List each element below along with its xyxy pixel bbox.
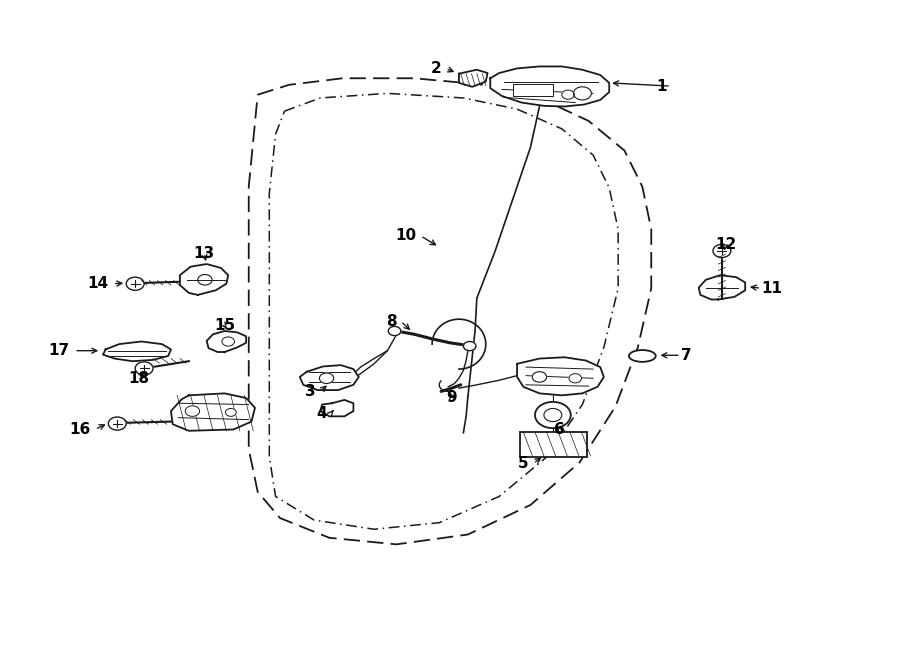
Circle shape [126, 277, 144, 291]
Polygon shape [320, 400, 354, 416]
Text: 9: 9 [446, 391, 457, 405]
Bar [520, 432, 587, 457]
Text: 16: 16 [69, 422, 90, 437]
Text: 4: 4 [316, 406, 327, 420]
Circle shape [573, 87, 591, 100]
Polygon shape [459, 70, 488, 87]
Circle shape [108, 417, 126, 430]
Circle shape [198, 275, 212, 285]
Circle shape [562, 90, 574, 99]
Text: 12: 12 [715, 237, 736, 252]
Circle shape [569, 373, 581, 383]
Text: 15: 15 [214, 318, 235, 333]
Circle shape [185, 406, 200, 416]
Text: 8: 8 [386, 314, 396, 328]
Polygon shape [171, 393, 255, 431]
Text: 2: 2 [430, 61, 441, 76]
Circle shape [713, 244, 731, 258]
Text: 11: 11 [761, 281, 782, 296]
Polygon shape [698, 275, 745, 299]
Circle shape [320, 373, 334, 383]
Polygon shape [103, 342, 171, 361]
Text: 10: 10 [395, 228, 416, 244]
Text: 5: 5 [518, 456, 528, 471]
Circle shape [388, 326, 400, 336]
Circle shape [464, 342, 476, 351]
Text: 6: 6 [554, 422, 564, 437]
Text: 1: 1 [656, 79, 667, 93]
Text: 7: 7 [680, 348, 691, 363]
Circle shape [135, 362, 153, 375]
Polygon shape [300, 365, 359, 390]
Circle shape [535, 402, 571, 428]
Polygon shape [180, 264, 229, 295]
Text: 3: 3 [305, 384, 316, 399]
Text: 18: 18 [128, 371, 149, 386]
Polygon shape [207, 331, 246, 352]
Ellipse shape [629, 350, 656, 362]
Text: 14: 14 [87, 276, 108, 291]
Text: 13: 13 [194, 246, 214, 261]
Circle shape [222, 337, 234, 346]
Text: 17: 17 [49, 343, 70, 358]
Polygon shape [518, 357, 604, 395]
Bar [513, 84, 553, 96]
Polygon shape [491, 66, 609, 107]
Circle shape [532, 371, 546, 382]
Circle shape [226, 408, 236, 416]
